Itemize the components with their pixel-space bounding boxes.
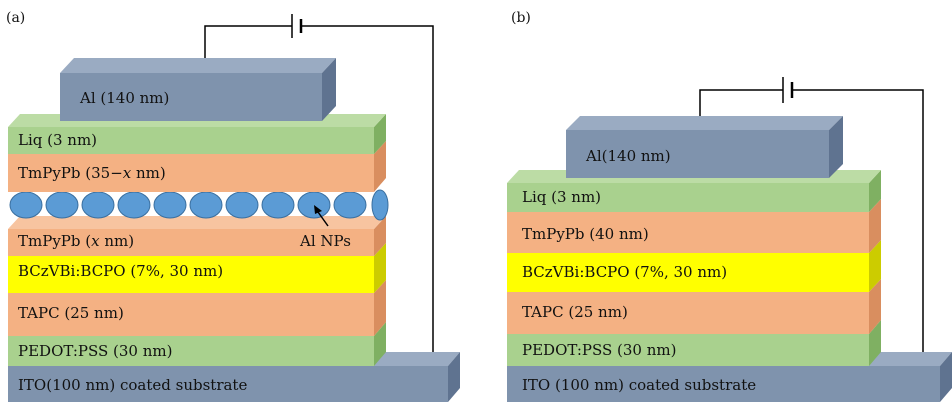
panel-a: (a) ITO(100 nm) coated substrate PEDOT:P… [6, 10, 460, 402]
panel-b-label: (b) [511, 10, 531, 26]
panel-a-liq-label: Liq (3 nm) [18, 131, 97, 149]
al-nps-label: Al NPs [299, 232, 351, 250]
panel-a-tmpypb-bottom-layer: TmPyPb (x nm) [8, 216, 386, 256]
al-nanoparticle [371, 189, 389, 221]
panel-b-liq-label: Liq (3 nm) [522, 188, 601, 206]
panel-b-pedot-label: PEDOT:PSS (30 nm) [522, 341, 676, 359]
panel-a-tmpypb-bottom-label: TmPyPb (x nm) [18, 232, 134, 250]
panel-a-al-nps-annotation: Al NPs [299, 205, 351, 250]
panel-a-pedot-label: PEDOT:PSS (30 nm) [18, 342, 172, 360]
panel-b-eml-layer: BCzVBi:BCPO (7%, 30 nm) [507, 240, 881, 292]
al-nanoparticle [189, 191, 223, 219]
panel-a-tmpypb-top-layer: TmPyPb (35−x nm) [8, 141, 386, 192]
panel-a-tapc-layer: TAPC (25 nm) [8, 280, 386, 336]
panel-b-tmpypb-layer: TmPyPb (40 nm) [507, 199, 881, 253]
panel-b-eml-label: BCzVBi:BCPO (7%, 30 nm) [522, 263, 727, 281]
al-nanoparticle [117, 191, 151, 219]
panel-b-tmpypb-label: TmPyPb (40 nm) [522, 225, 649, 243]
al-nanoparticle [261, 191, 295, 219]
al-nanoparticle [225, 191, 259, 219]
panel-a-circuit [204, 14, 434, 366]
panel-b-tapc-layer: TAPC (25 nm) [507, 279, 881, 334]
panel-b: (b) ITO (100 nm) coated substrate PEDOT:… [507, 10, 952, 402]
al-nanoparticle [153, 191, 187, 219]
al-nanoparticle [333, 191, 367, 219]
panel-b-al-layer: Al(140 nm) [566, 116, 843, 178]
panel-a-tapc-label: TAPC (25 nm) [18, 304, 124, 322]
panel-a-label: (a) [6, 10, 25, 26]
panel-a-al-label: Al (140 nm) [79, 89, 169, 107]
al-nanoparticle [81, 191, 115, 219]
panel-b-al-label: Al(140 nm) [585, 147, 671, 165]
al-nanoparticle [9, 191, 43, 219]
panel-a-tmpypb-top-label: TmPyPb (35−x nm) [18, 164, 166, 182]
panel-b-tapc-label: TAPC (25 nm) [522, 303, 628, 321]
panel-a-eml-label: BCzVBi:BCPO (7%, 30 nm) [18, 262, 223, 280]
panel-a-ito-label: ITO(100 nm) coated substrate [18, 376, 247, 394]
panel-a-nanoparticle-row [9, 189, 389, 221]
panel-b-circuit [699, 77, 924, 366]
panel-a-eml-layer: BCzVBi:BCPO (7%, 30 nm) [8, 243, 386, 293]
al-nanoparticle [45, 191, 79, 219]
panel-b-ito-label: ITO (100 nm) coated substrate [522, 376, 756, 394]
panel-a-al-layer: Al (140 nm) [60, 58, 336, 121]
